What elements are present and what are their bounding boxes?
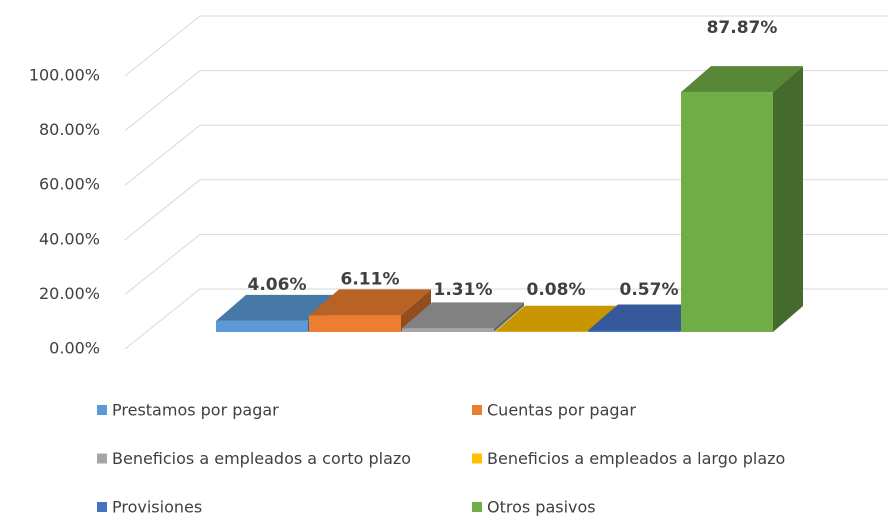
bar bbox=[309, 315, 401, 332]
grid-line bbox=[124, 70, 888, 131]
value-label: 1.31% bbox=[434, 280, 493, 300]
bar-side bbox=[773, 66, 803, 332]
legend-swatch bbox=[472, 453, 482, 464]
legend-label: Provisiones bbox=[112, 498, 202, 517]
y-tick-label: 40.00% bbox=[39, 229, 100, 248]
bar bbox=[402, 328, 494, 332]
bar-top bbox=[402, 302, 524, 329]
bar-top bbox=[681, 66, 803, 93]
grid-line bbox=[124, 288, 888, 350]
bar-side bbox=[401, 289, 431, 332]
legend-swatch bbox=[97, 502, 107, 512]
bar-top bbox=[588, 304, 710, 331]
bar-side bbox=[494, 302, 524, 332]
legend-swatch bbox=[472, 405, 482, 415]
bar-top bbox=[495, 305, 617, 332]
y-tick-label: 0.00% bbox=[49, 339, 100, 358]
legend-swatch bbox=[97, 405, 107, 415]
y-tick-label: 80.00% bbox=[39, 120, 100, 139]
grid-line bbox=[124, 15, 888, 77]
legend-label: Beneficios a empleados a largo plazo bbox=[487, 449, 785, 468]
legend-swatch bbox=[472, 502, 482, 512]
legend-swatch bbox=[97, 453, 107, 464]
legend-label: Otros pasivos bbox=[487, 498, 596, 517]
y-tick-label: 60.00% bbox=[39, 175, 100, 194]
grid-line bbox=[124, 124, 888, 186]
bar bbox=[681, 92, 773, 332]
grid-line bbox=[124, 233, 888, 295]
y-tick-label: 100.00% bbox=[29, 66, 100, 85]
grid-line bbox=[124, 179, 888, 241]
bar bbox=[216, 320, 308, 332]
legend-label: Cuentas por pagar bbox=[487, 401, 636, 420]
bar-top bbox=[216, 294, 338, 321]
bar bbox=[588, 330, 680, 332]
bar-top bbox=[309, 289, 431, 316]
value-label: 87.87% bbox=[707, 18, 778, 38]
legend-label: Prestamos por pagar bbox=[112, 401, 279, 420]
y-tick-label: 20.00% bbox=[39, 284, 100, 303]
value-label: 0.08% bbox=[527, 280, 586, 300]
legend-label: Beneficios a empleados a corto plazo bbox=[112, 449, 411, 468]
value-label: 4.06% bbox=[248, 275, 307, 295]
value-label: 6.11% bbox=[341, 269, 400, 289]
value-label: 0.57% bbox=[620, 280, 679, 300]
